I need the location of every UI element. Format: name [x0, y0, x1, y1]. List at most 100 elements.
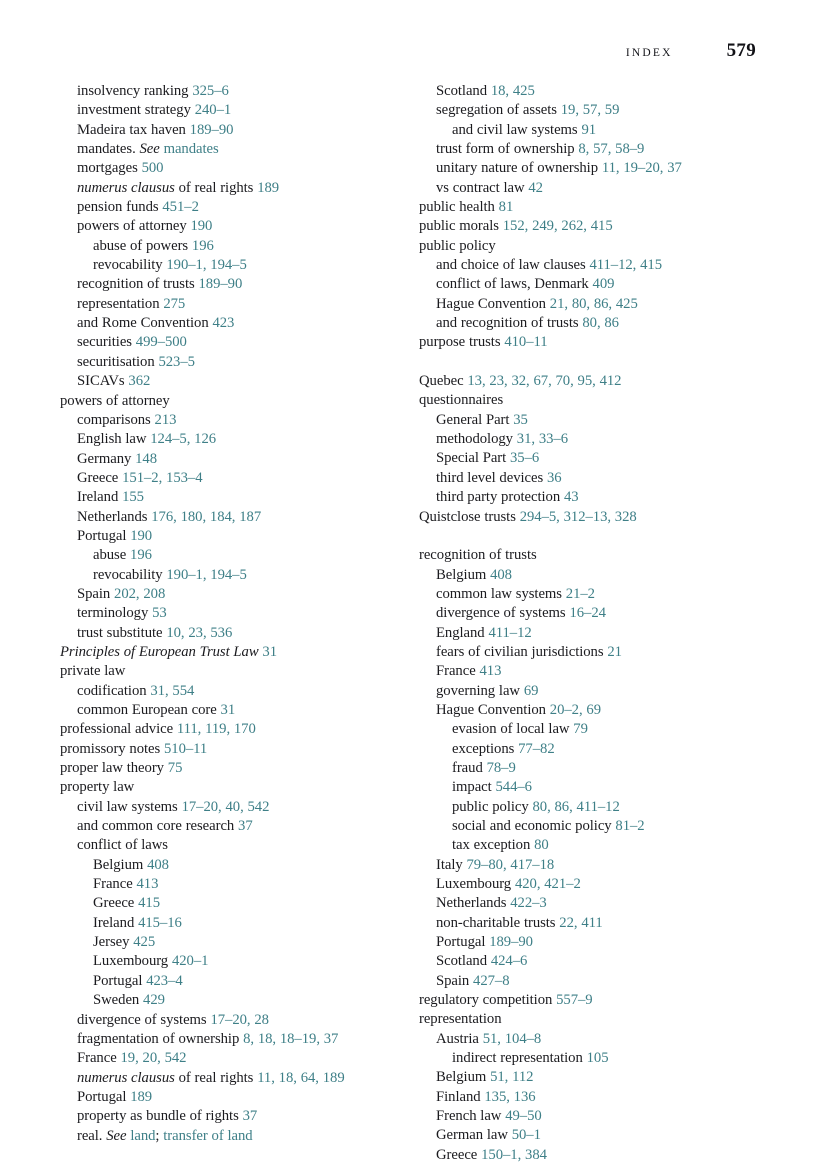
- index-page-locators[interactable]: 50–1: [511, 1127, 541, 1144]
- index-page-locators[interactable]: 31: [262, 643, 278, 660]
- index-page-locators[interactable]: 31: [220, 702, 236, 718]
- index-page-locators[interactable]: 36: [546, 469, 562, 486]
- index-page-locators[interactable]: 499–500: [135, 334, 187, 351]
- index-page-locators[interactable]: 429: [143, 992, 165, 1009]
- index-page-locators[interactable]: 152, 249, 262, 415: [502, 218, 613, 235]
- index-page-locators[interactable]: 80: [534, 837, 549, 854]
- index-page-locators[interactable]: 557–9: [556, 992, 593, 1009]
- index-page-locators[interactable]: 31, 33–6: [516, 431, 569, 448]
- index-page-locators[interactable]: 80, 86, 411–12: [532, 798, 620, 815]
- index-page-locators[interactable]: 79: [573, 721, 588, 738]
- index-page-locators[interactable]: 53: [152, 605, 167, 622]
- index-page-locators[interactable]: 362: [128, 373, 151, 390]
- index-page-locators[interactable]: 415–16: [138, 914, 182, 931]
- index-page-locators[interactable]: 17–20, 28: [210, 1011, 269, 1028]
- index-page-locators[interactable]: 423: [212, 315, 235, 332]
- index-page-locators[interactable]: 196: [130, 547, 152, 564]
- index-page-locators[interactable]: 78–9: [486, 759, 516, 776]
- index-page-locators[interactable]: 408: [147, 856, 169, 873]
- index-page-locators[interactable]: 420, 421–2: [514, 876, 581, 892]
- index-page-locators[interactable]: 81–2: [615, 817, 645, 834]
- index-page-locators[interactable]: 81: [498, 199, 514, 216]
- index-page-locators[interactable]: 427–8: [473, 972, 510, 989]
- index-page-locators[interactable]: 523–5: [158, 353, 195, 370]
- index-page-locators[interactable]: 176, 180, 184, 187: [151, 508, 262, 525]
- index-page-locators[interactable]: 80, 86: [582, 315, 619, 332]
- index-page-locators[interactable]: 16–24: [569, 605, 606, 622]
- index-page-locators[interactable]: 325–6: [192, 83, 229, 99]
- index-page-locators[interactable]: 124–5, 126: [150, 431, 217, 448]
- index-page-locators[interactable]: 510–11: [164, 740, 208, 757]
- index-page-locators[interactable]: 451–2: [162, 199, 199, 216]
- index-page-locators[interactable]: 37: [238, 818, 253, 835]
- index-page-locators[interactable]: 75: [167, 760, 183, 777]
- index-page-locators[interactable]: 18, 425: [490, 83, 535, 99]
- index-page-locators[interactable]: 544–6: [495, 779, 533, 796]
- index-page-locators[interactable]: 11, 19–20, 37: [601, 160, 682, 177]
- index-page-locators[interactable]: 500: [141, 160, 164, 177]
- index-page-locators[interactable]: 43: [563, 489, 579, 506]
- index-page-locators[interactable]: 189: [130, 1088, 153, 1105]
- index-page-locators[interactable]: 111, 119, 170: [176, 721, 256, 738]
- index-page-locators[interactable]: 21, 80, 86, 425: [549, 295, 638, 312]
- cross-reference-target[interactable]: transfer of land: [163, 1127, 253, 1144]
- index-page-locators[interactable]: 20–2, 69: [549, 701, 601, 718]
- index-page-locators[interactable]: 196: [191, 237, 214, 254]
- index-page-locators[interactable]: 10, 23, 536: [166, 624, 233, 641]
- index-page-locators[interactable]: 275: [163, 295, 186, 312]
- index-page-locators[interactable]: 190: [130, 527, 153, 544]
- index-page-locators[interactable]: 189–90: [189, 121, 234, 138]
- index-page-locators[interactable]: 189: [257, 179, 280, 196]
- index-page-locators[interactable]: 411–12, 415: [589, 257, 662, 274]
- index-page-locators[interactable]: 51, 104–8: [482, 1030, 542, 1047]
- index-page-locators[interactable]: 21–2: [565, 585, 595, 602]
- index-page-locators[interactable]: 240–1: [194, 102, 232, 119]
- index-page-locators[interactable]: 8, 57, 58–9: [578, 141, 645, 158]
- index-page-locators[interactable]: 189–90: [198, 276, 243, 293]
- index-page-locators[interactable]: 19, 20, 542: [120, 1050, 187, 1067]
- index-page-locators[interactable]: 213: [154, 411, 177, 428]
- index-page-locators[interactable]: 19, 57, 59: [560, 102, 620, 119]
- index-page-locators[interactable]: 150–1, 384: [481, 1146, 547, 1163]
- cross-reference-target[interactable]: mandates: [163, 141, 219, 158]
- index-page-locators[interactable]: 409: [592, 276, 615, 293]
- index-page-locators[interactable]: 410–11: [504, 334, 548, 351]
- index-page-locators[interactable]: 425: [133, 934, 156, 951]
- index-page-locators[interactable]: 91: [581, 121, 597, 138]
- index-page-locators[interactable]: 190: [190, 218, 213, 235]
- index-page-locators[interactable]: 415: [138, 895, 160, 912]
- index-page-locators[interactable]: 8, 18, 18–19, 37: [243, 1030, 339, 1047]
- index-page-locators[interactable]: 411–12: [488, 624, 532, 641]
- index-page-locators[interactable]: 17–20, 40, 542: [181, 798, 270, 815]
- index-page-locators[interactable]: 79–80, 417–18: [466, 856, 555, 873]
- index-page-locators[interactable]: 294–5, 312–13, 328: [519, 508, 637, 525]
- index-page-locators[interactable]: 49–50: [505, 1108, 542, 1125]
- index-page-locators[interactable]: 420–1: [171, 953, 209, 970]
- cross-reference-target[interactable]: land: [130, 1127, 156, 1144]
- index-page-locators[interactable]: 189–90: [489, 934, 533, 951]
- index-page-locators[interactable]: 423–4: [146, 972, 183, 989]
- index-page-locators[interactable]: 11, 18, 64, 189: [257, 1069, 345, 1086]
- index-page-locators[interactable]: 413: [136, 876, 159, 893]
- index-page-locators[interactable]: 202, 208: [114, 585, 166, 602]
- index-page-locators[interactable]: 31, 554: [150, 682, 195, 699]
- index-page-locators[interactable]: 35: [513, 411, 528, 428]
- index-page-locators[interactable]: 151–2, 153–4: [122, 469, 203, 486]
- index-page-locators[interactable]: 42: [528, 179, 543, 196]
- index-page-locators[interactable]: 105: [586, 1050, 609, 1067]
- index-page-locators[interactable]: 148: [135, 450, 158, 467]
- index-page-locators[interactable]: 135, 136: [484, 1088, 536, 1105]
- index-page-locators[interactable]: 51, 112: [490, 1069, 534, 1086]
- index-page-locators[interactable]: 13, 23, 32, 67, 70, 95, 412: [467, 373, 622, 390]
- index-page-locators[interactable]: 424–6: [490, 953, 528, 970]
- index-page-locators[interactable]: 190–1, 194–5: [166, 257, 247, 274]
- index-page-locators[interactable]: 413: [479, 663, 502, 680]
- index-page-locators[interactable]: 422–3: [510, 895, 547, 912]
- index-page-locators[interactable]: 37: [242, 1108, 258, 1125]
- index-page-locators[interactable]: 35–6: [510, 450, 540, 467]
- index-page-locators[interactable]: 77–82: [518, 740, 555, 757]
- index-page-locators[interactable]: 22, 411: [559, 914, 603, 931]
- index-page-locators[interactable]: 155: [122, 489, 144, 506]
- index-page-locators[interactable]: 408: [490, 566, 512, 583]
- index-page-locators[interactable]: 69: [523, 682, 539, 699]
